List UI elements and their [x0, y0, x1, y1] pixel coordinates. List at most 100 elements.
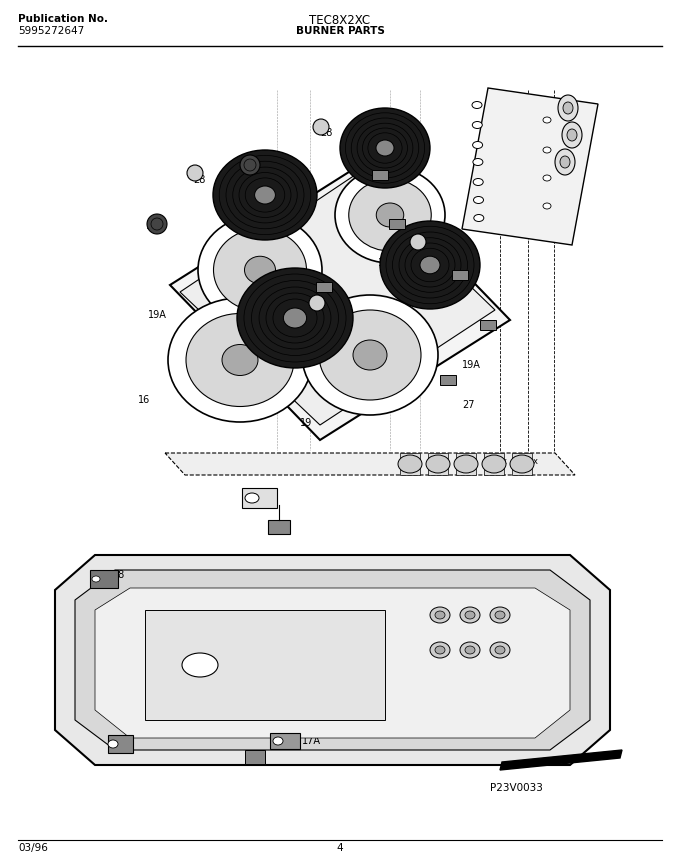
Bar: [316, 282, 332, 292]
Ellipse shape: [187, 165, 203, 181]
Text: 19A: 19A: [462, 360, 481, 370]
Ellipse shape: [495, 646, 505, 654]
Bar: [452, 270, 468, 280]
Bar: [456, 453, 476, 475]
Ellipse shape: [495, 611, 505, 619]
Text: 15: 15: [228, 348, 240, 358]
Text: 18: 18: [113, 570, 125, 580]
Ellipse shape: [273, 737, 283, 745]
Bar: [145, 610, 385, 720]
Ellipse shape: [543, 117, 551, 123]
Bar: [484, 453, 504, 475]
Ellipse shape: [473, 121, 482, 128]
Bar: [512, 453, 532, 475]
Text: 28: 28: [193, 175, 205, 185]
Ellipse shape: [335, 167, 445, 263]
Ellipse shape: [490, 607, 510, 623]
Ellipse shape: [560, 156, 570, 168]
Polygon shape: [165, 453, 575, 475]
Text: 19: 19: [300, 418, 312, 428]
Text: 27: 27: [483, 323, 496, 333]
Text: 4: 4: [337, 843, 343, 853]
Bar: [90, 570, 118, 588]
Polygon shape: [180, 175, 495, 425]
Polygon shape: [75, 570, 590, 750]
Text: 15A: 15A: [146, 221, 165, 231]
Text: 15A: 15A: [456, 271, 475, 281]
Ellipse shape: [198, 215, 322, 325]
Text: 28: 28: [315, 303, 327, 313]
Ellipse shape: [240, 155, 260, 175]
Bar: [480, 320, 496, 330]
Ellipse shape: [490, 642, 510, 658]
Ellipse shape: [398, 455, 422, 473]
Ellipse shape: [309, 295, 325, 311]
Text: 27: 27: [320, 285, 333, 295]
Polygon shape: [500, 750, 622, 770]
Ellipse shape: [214, 229, 307, 311]
Text: 27: 27: [390, 222, 403, 232]
Ellipse shape: [340, 108, 430, 188]
Bar: [372, 170, 388, 180]
Ellipse shape: [562, 122, 582, 148]
Polygon shape: [170, 165, 510, 440]
Bar: [245, 750, 265, 764]
Ellipse shape: [222, 344, 258, 375]
Ellipse shape: [472, 101, 482, 108]
Ellipse shape: [302, 295, 438, 415]
Ellipse shape: [543, 203, 551, 209]
Text: 15A: 15A: [258, 158, 277, 168]
Ellipse shape: [254, 186, 275, 204]
Ellipse shape: [435, 646, 445, 654]
Ellipse shape: [420, 257, 440, 274]
Text: BURNER PARTS: BURNER PARTS: [296, 26, 384, 36]
Ellipse shape: [245, 257, 275, 284]
Ellipse shape: [376, 203, 404, 227]
Ellipse shape: [426, 455, 450, 473]
Text: 19A: 19A: [378, 258, 397, 268]
Ellipse shape: [473, 197, 483, 204]
Ellipse shape: [543, 175, 551, 181]
Bar: [389, 219, 405, 229]
Ellipse shape: [482, 455, 506, 473]
Ellipse shape: [213, 150, 317, 240]
Ellipse shape: [186, 314, 294, 407]
Ellipse shape: [474, 214, 483, 221]
Ellipse shape: [92, 576, 100, 582]
Ellipse shape: [168, 298, 312, 422]
Ellipse shape: [460, 607, 480, 623]
Text: 28: 28: [415, 240, 427, 250]
Polygon shape: [95, 588, 570, 738]
Text: 17: 17: [255, 753, 267, 763]
Ellipse shape: [349, 179, 431, 251]
Polygon shape: [55, 555, 610, 765]
Text: 28: 28: [320, 128, 333, 138]
Text: P23V0033: P23V0033: [490, 783, 543, 793]
Ellipse shape: [465, 646, 475, 654]
Bar: [270, 733, 300, 749]
Bar: [108, 735, 133, 753]
Text: 46: 46: [138, 728, 150, 738]
Ellipse shape: [182, 653, 218, 677]
Text: Publication No.: Publication No.: [18, 14, 108, 24]
Ellipse shape: [473, 141, 483, 148]
Text: x: x: [502, 458, 507, 466]
Bar: [400, 453, 420, 475]
Ellipse shape: [284, 308, 307, 328]
Text: 63: 63: [261, 492, 273, 502]
Text: 19A: 19A: [148, 310, 167, 320]
Bar: [268, 520, 290, 534]
Ellipse shape: [430, 642, 450, 658]
Ellipse shape: [563, 102, 573, 114]
Ellipse shape: [380, 221, 480, 309]
Ellipse shape: [473, 179, 483, 186]
Bar: [428, 453, 448, 475]
Ellipse shape: [245, 493, 259, 503]
Text: 27: 27: [462, 400, 475, 410]
Ellipse shape: [473, 159, 483, 166]
Ellipse shape: [410, 234, 426, 250]
Ellipse shape: [543, 147, 551, 153]
Text: x: x: [532, 458, 537, 466]
Ellipse shape: [435, 611, 445, 619]
Ellipse shape: [460, 642, 480, 658]
